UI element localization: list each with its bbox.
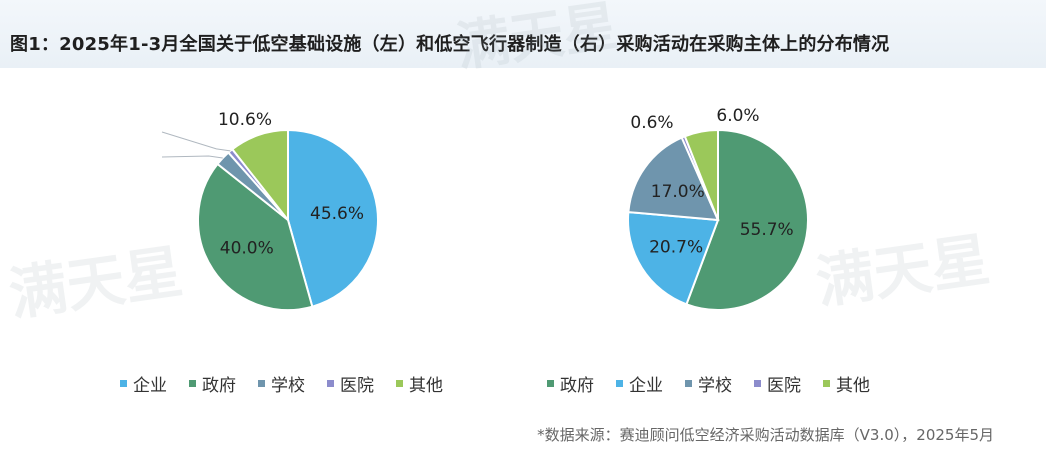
- legend-item-企业: 企业: [120, 371, 167, 396]
- leader-line: [161, 131, 231, 152]
- pie-label-企业: 45.6%: [310, 204, 364, 224]
- pie-slice-学校: [627, 136, 720, 222]
- legend-swatch: [396, 380, 403, 387]
- legend-swatch: [120, 380, 127, 387]
- legend-swatch: [327, 380, 334, 387]
- legend-left: 企业 政府 学校 医院 其他: [120, 371, 443, 396]
- legend-item-政府: 政府: [547, 371, 594, 396]
- legend-item-医院: 医院: [754, 371, 801, 396]
- title-band: [0, 0, 1046, 68]
- pie-label-学校: 17.0%: [651, 182, 705, 202]
- pie-label-医院: 0.6%: [630, 113, 673, 133]
- legend-swatch: [616, 380, 623, 387]
- legend-item-企业: 企业: [616, 371, 663, 396]
- legend-label: 其他: [409, 376, 443, 396]
- chart-title: 图1：2025年1-3月全国关于低空基础设施（左）和低空飞行器制造（右）采购活动…: [10, 34, 890, 55]
- pie-label-政府: 55.7%: [740, 220, 794, 240]
- legend-swatch: [189, 380, 196, 387]
- legend-label: 企业: [133, 376, 167, 396]
- pie-slice-企业: [287, 128, 379, 308]
- legend-label: 学校: [698, 376, 732, 396]
- legend-item-学校: 学校: [685, 371, 732, 396]
- legend-label: 其他: [836, 376, 870, 396]
- pie-chart-left: 45.6%40.0%2.8%0.9%10.6%: [161, 110, 379, 311]
- legend-swatch: [823, 380, 830, 387]
- legend-label: 政府: [202, 376, 236, 396]
- legend-item-其他: 其他: [396, 371, 443, 396]
- source-note: *数据来源：赛迪顾问低空经济采购活动数据库（V3.0），2025年5月: [537, 426, 994, 444]
- legend-item-其他: 其他: [823, 371, 870, 396]
- pie-slice-政府: [685, 128, 809, 311]
- legend-label: 企业: [629, 376, 663, 396]
- legend-label: 医院: [767, 376, 801, 396]
- legend-label: 政府: [560, 376, 594, 396]
- legend-item-医院: 医院: [327, 371, 374, 396]
- pie-label-其他: 10.6%: [218, 110, 272, 130]
- legend-label: 学校: [271, 376, 305, 396]
- watermark-top: 满天星: [452, 0, 622, 79]
- legend-label: 医院: [340, 376, 374, 396]
- legend-item-政府: 政府: [189, 371, 236, 396]
- legend-item-学校: 学校: [258, 371, 305, 396]
- legend-swatch: [258, 380, 265, 387]
- legend-swatch: [754, 380, 761, 387]
- pie-slice-政府: [197, 162, 314, 311]
- pie-chart-right: 55.7% 20.7% 17.0% 0.6% 6.0%: [627, 106, 809, 311]
- legend-swatch: [547, 380, 554, 387]
- legend-right: 政府 企业 学校 医院 其他: [547, 371, 870, 396]
- pie-slice-其他: [683, 128, 719, 221]
- pie-slice-企业: [627, 211, 720, 306]
- pie-label-企业: 20.7%: [649, 237, 703, 257]
- legend-swatch: [685, 380, 692, 387]
- pie-label-其他: 6.0%: [716, 106, 759, 126]
- pie-slice-其他: [230, 128, 289, 223]
- pie-label-政府: 40.0%: [220, 238, 274, 258]
- leader-line: [161, 155, 223, 159]
